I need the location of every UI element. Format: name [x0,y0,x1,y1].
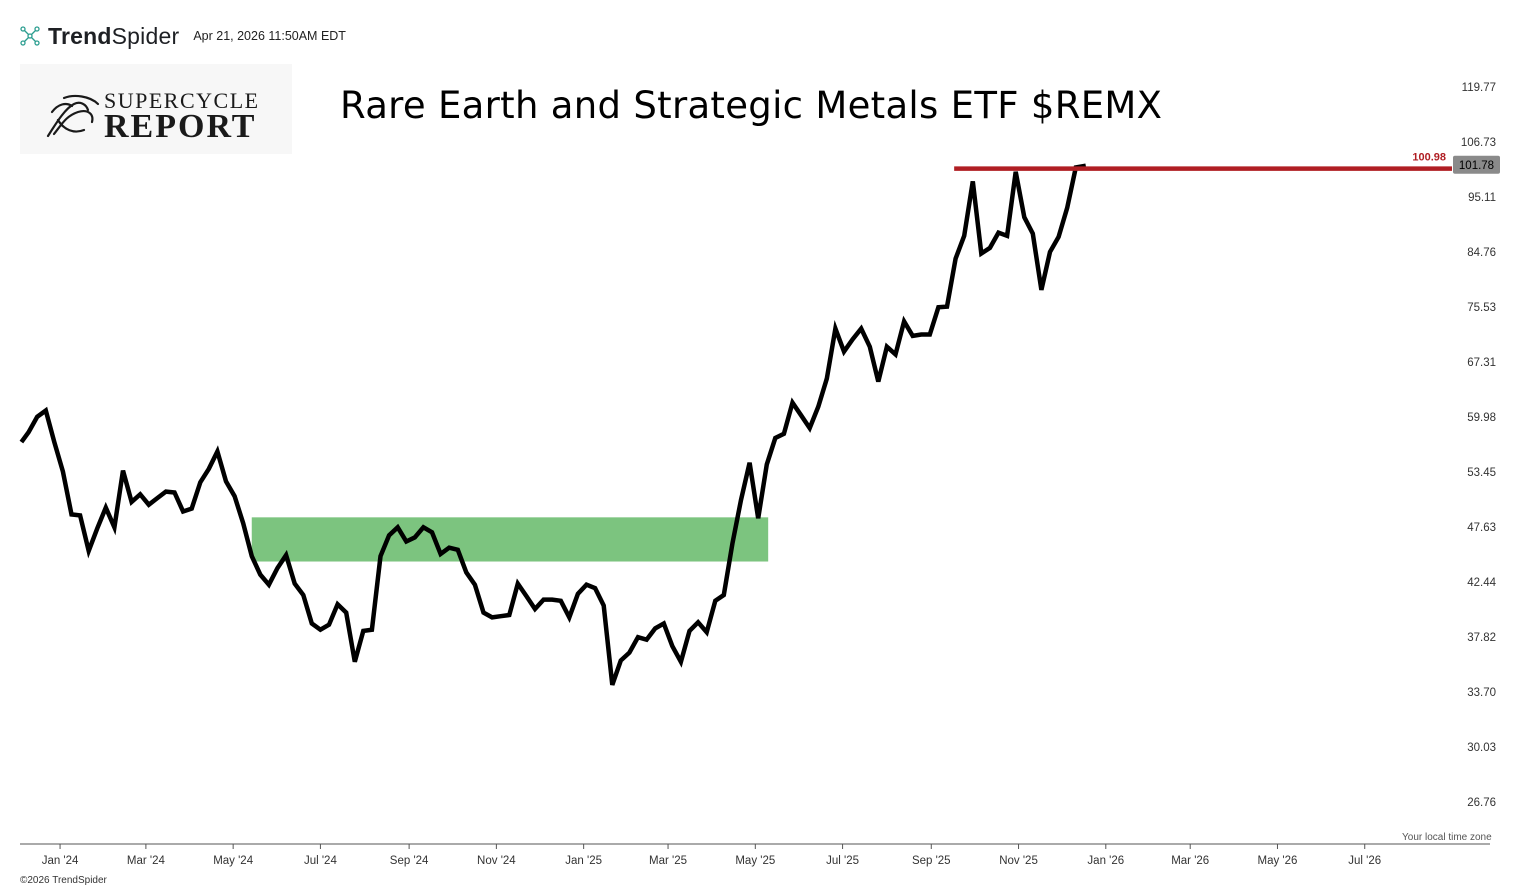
y-tick-label: 75.53 [1467,302,1496,314]
x-tick-label: Sep '24 [390,855,429,867]
y-tick-label: 106.73 [1461,137,1496,149]
current-price-label: 101.78 [1459,160,1494,172]
x-tick-label: Jul '24 [304,855,337,867]
y-tick-label: 30.03 [1467,742,1496,754]
timezone-note: Your local time zone [1402,832,1492,843]
chart-timestamp: Apr 21, 2026 11:50AM EDT [193,29,346,43]
y-tick-label: 95.11 [1468,192,1496,204]
brand-name-trend: Trend [48,22,112,49]
x-tick-label: May '24 [213,855,254,867]
x-tick-label: Nov '24 [477,855,516,867]
support-zone [251,517,769,562]
resistance-label: 100.98 [1412,152,1446,164]
brand-header: Trend Spider Apr 21, 2026 11:50AM EDT [18,22,346,50]
trendspider-logo-icon [20,26,40,46]
x-tick-label: Jan '24 [42,855,79,867]
supercycle-report-logo: SUPERCYCLE REPORT [20,64,292,154]
y-tick-label: 37.82 [1467,632,1496,644]
x-tick-label: Jan '25 [565,855,602,867]
logo-text-supercycle: SUPERCYCLE [104,88,260,113]
supercycle-mark-icon [46,94,100,138]
x-tick-label: Nov '25 [999,855,1038,867]
y-tick-label: 67.31 [1467,357,1496,369]
y-tick-label: 47.63 [1467,522,1496,534]
y-tick-label: 33.70 [1467,687,1496,699]
price-line [19,163,1087,686]
x-tick-label: May '25 [735,855,775,867]
y-tick-label: 53.45 [1467,467,1496,479]
logo-text-report: REPORT [104,108,257,145]
chart-title: Rare Earth and Strategic Metals ETF $REM… [340,84,1163,127]
x-tick-label: Mar '25 [649,855,687,867]
copyright-text: ©2026 TrendSpider [20,875,107,886]
brand-name-spider: Spider [111,22,180,49]
current-price-badge [1453,155,1500,174]
x-tick-label: Jul '25 [826,855,859,867]
y-tick-label: 59.98 [1467,412,1496,424]
x-tick-label: Jul '26 [1348,855,1381,867]
y-tick-label: 119.77 [1462,82,1496,94]
y-tick-label: 26.76 [1467,797,1496,809]
x-tick-label: May '26 [1258,855,1298,867]
x-tick-label: Mar '26 [1171,855,1209,867]
y-tick-label: 42.44 [1467,577,1496,589]
x-tick-label: Mar '24 [127,855,166,867]
x-tick-label: Jan '26 [1087,855,1124,867]
x-tick-label: Sep '25 [912,855,951,867]
y-tick-label: 84.76 [1467,247,1496,259]
